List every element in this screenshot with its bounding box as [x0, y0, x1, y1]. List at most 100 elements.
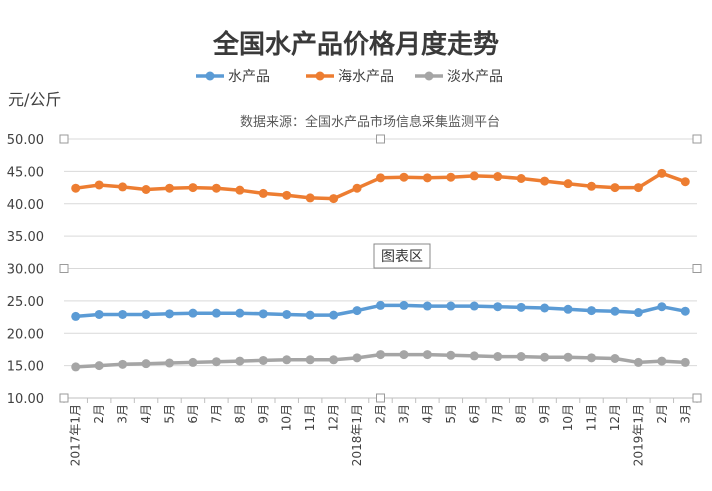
- series-0-point-24: [633, 308, 643, 318]
- x-tick-label-2: 3月: [116, 404, 130, 424]
- series-0: [71, 300, 690, 321]
- series-0-point-17: [469, 301, 479, 311]
- resize-handle-5[interactable]: [59, 393, 69, 403]
- series-0-point-13: [376, 300, 385, 310]
- series-2-point-22: [587, 353, 596, 363]
- x-tick-label-0: 2017年1月: [69, 404, 83, 466]
- series-2-point-23: [610, 354, 620, 364]
- series-0-point-15: [422, 301, 432, 311]
- x-tick-label-19: 8月: [514, 404, 528, 424]
- legend-marker-1: [315, 71, 325, 81]
- series-1-point-1: [94, 180, 104, 190]
- series-1-point-22: [587, 181, 596, 191]
- series-1-point-7: [235, 185, 245, 195]
- series-1-point-14: [399, 172, 409, 182]
- series-0-point-7: [235, 308, 245, 318]
- y-tick-label-8: 50.00: [7, 133, 44, 148]
- series-0-point-8: [258, 309, 268, 319]
- resize-handle-7[interactable]: [692, 393, 702, 403]
- x-tick-label-9: 10月: [280, 404, 294, 431]
- series-0-point-2: [118, 309, 128, 319]
- series-0-point-9: [282, 309, 292, 319]
- series-1-point-8: [258, 188, 268, 198]
- series-0-point-19: [516, 302, 526, 312]
- series-2-point-9: [282, 355, 292, 365]
- x-tick-label-21: 10月: [561, 404, 575, 431]
- legend-label-1: 海水产品: [338, 69, 394, 85]
- y-tick-label-7: 45.00: [7, 165, 44, 180]
- y-tick-label-3: 25.00: [7, 295, 44, 310]
- chart-area-tooltip-text: 图表区: [381, 249, 423, 265]
- series-2-point-5: [188, 357, 198, 367]
- resize-handle-1[interactable]: [376, 134, 385, 144]
- series-1-point-26: [680, 177, 690, 187]
- series-2-point-0: [71, 362, 81, 372]
- series-0-point-25: [657, 302, 667, 312]
- series-2-point-17: [469, 351, 479, 361]
- x-tick-label-22: 11月: [585, 404, 599, 431]
- series-1-point-9: [282, 190, 292, 200]
- series-0-point-10: [305, 310, 315, 320]
- y-tick-label-1: 15.00: [7, 360, 44, 375]
- series-1-point-23: [610, 183, 620, 193]
- series-0-point-23: [610, 306, 620, 316]
- series-1-point-10: [305, 193, 315, 203]
- series-2-point-1: [94, 361, 104, 371]
- resize-handle-0[interactable]: [59, 134, 69, 144]
- series-1-point-16: [446, 172, 456, 182]
- chart-area-selection-handles[interactable]: [59, 134, 702, 403]
- resize-handle-2[interactable]: [692, 134, 702, 144]
- x-tick-label-17: 6月: [467, 404, 481, 424]
- series-2-point-4: [165, 358, 174, 368]
- chart-title: 全国水产品价格月度走势: [212, 29, 499, 60]
- x-tick-label-14: 3月: [397, 404, 411, 424]
- series-1-point-4: [165, 183, 174, 193]
- x-tick-label-25: 2月: [655, 404, 669, 424]
- resize-handle-4[interactable]: [692, 264, 702, 273]
- x-tick-label-23: 12月: [608, 404, 622, 431]
- series-2-point-3: [141, 359, 151, 369]
- x-tick-label-26: 3月: [678, 404, 692, 424]
- series-1-point-11: [329, 194, 339, 204]
- x-tick-label-20: 9月: [538, 404, 552, 424]
- series-0-point-12: [352, 306, 362, 316]
- series-2-point-21: [563, 352, 573, 362]
- x-axis-ticks: 2017年1月 2月 3月 4月 5月 6月 7月 8月 9月 10月 11月 12月 2018年1月 2…: [63, 397, 698, 466]
- series-0-point-16: [446, 301, 456, 311]
- resize-handle-6[interactable]: [376, 393, 385, 403]
- resize-handle-3[interactable]: [59, 264, 69, 273]
- series-1-point-21: [563, 179, 573, 189]
- series-1-point-6: [211, 183, 221, 193]
- series-1-point-3: [141, 185, 151, 195]
- y-tick-label-4: 30.00: [7, 263, 44, 278]
- series-1-point-20: [540, 176, 550, 186]
- x-tick-label-8: 9月: [256, 404, 270, 424]
- series-1-point-2: [118, 182, 128, 192]
- series-2-point-24: [633, 357, 643, 367]
- data-source-note: 数据来源：全国水产品市场信息采集监测平台: [240, 114, 500, 130]
- x-tick-label-4: 5月: [163, 404, 177, 424]
- y-tick-label-2: 20.00: [7, 327, 44, 342]
- series-0-point-14: [399, 300, 409, 310]
- series-2-point-2: [118, 359, 128, 369]
- y-tick-label-6: 40.00: [7, 198, 44, 213]
- series-1-point-25: [657, 168, 667, 178]
- series-1-point-0: [71, 183, 81, 193]
- series-2-point-13: [376, 350, 385, 360]
- series-2-point-20: [540, 352, 550, 362]
- series-2-point-8: [258, 355, 268, 365]
- series-2-point-18: [493, 352, 503, 362]
- y-axis-unit: 元/公斤: [8, 90, 61, 109]
- legend-marker-0: [205, 71, 215, 81]
- y-tick-label-5: 35.00: [7, 230, 44, 245]
- x-tick-label-10: 11月: [303, 404, 317, 431]
- series-lines: [71, 168, 690, 372]
- series-1-point-24: [633, 183, 643, 193]
- series-0-point-6: [211, 308, 221, 318]
- series-0-point-3: [141, 309, 151, 319]
- series-2-point-14: [399, 350, 409, 360]
- series-0-point-1: [94, 309, 104, 319]
- series-1-point-5: [188, 183, 198, 193]
- series-2-point-6: [211, 357, 221, 367]
